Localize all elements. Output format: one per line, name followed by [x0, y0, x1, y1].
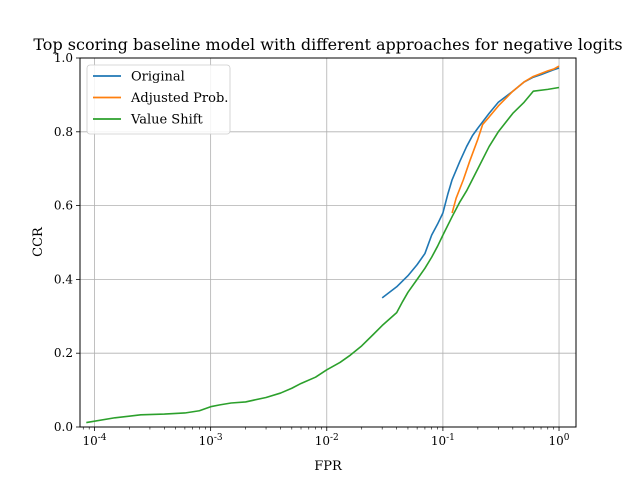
series-line-0	[381, 67, 560, 299]
y-tick-label: 0.4	[54, 272, 73, 286]
y-tick-label: 0.0	[54, 420, 73, 434]
y-tick-label: 0.8	[54, 125, 73, 139]
legend-label: Adjusted Prob.	[130, 91, 228, 106]
legend: Original Adjusted Prob. Value Shift	[86, 64, 231, 135]
x-axis-label: FPR	[314, 459, 343, 474]
y-tick-label: 0.2	[54, 346, 73, 360]
axis-ticks: 0.0 0.2 0.4 0.6 0.8 1.0 10-4 10-3 10-2 10-1 100	[54, 51, 570, 448]
legend-label: Original	[131, 70, 185, 85]
y-axis-label: CCR	[31, 226, 46, 257]
y-tick-label: 1.0	[54, 51, 73, 65]
series-line-1	[451, 65, 560, 214]
legend-box	[86, 64, 231, 135]
x-tick-label: 100	[549, 433, 570, 448]
legend-label: Value Shift	[130, 113, 204, 128]
series-layer	[86, 65, 560, 424]
x-tick-label: 10-1	[431, 433, 455, 448]
y-tick-label: 0.6	[54, 199, 73, 213]
plot-frame	[79, 57, 577, 428]
chart-title: Top scoring baseline model with differen…	[33, 35, 622, 54]
x-tick-label: 10-2	[315, 433, 339, 448]
series-line-2	[86, 86, 560, 424]
x-tick-label: 10-4	[82, 433, 106, 448]
x-tick-label: 10-3	[199, 433, 223, 448]
